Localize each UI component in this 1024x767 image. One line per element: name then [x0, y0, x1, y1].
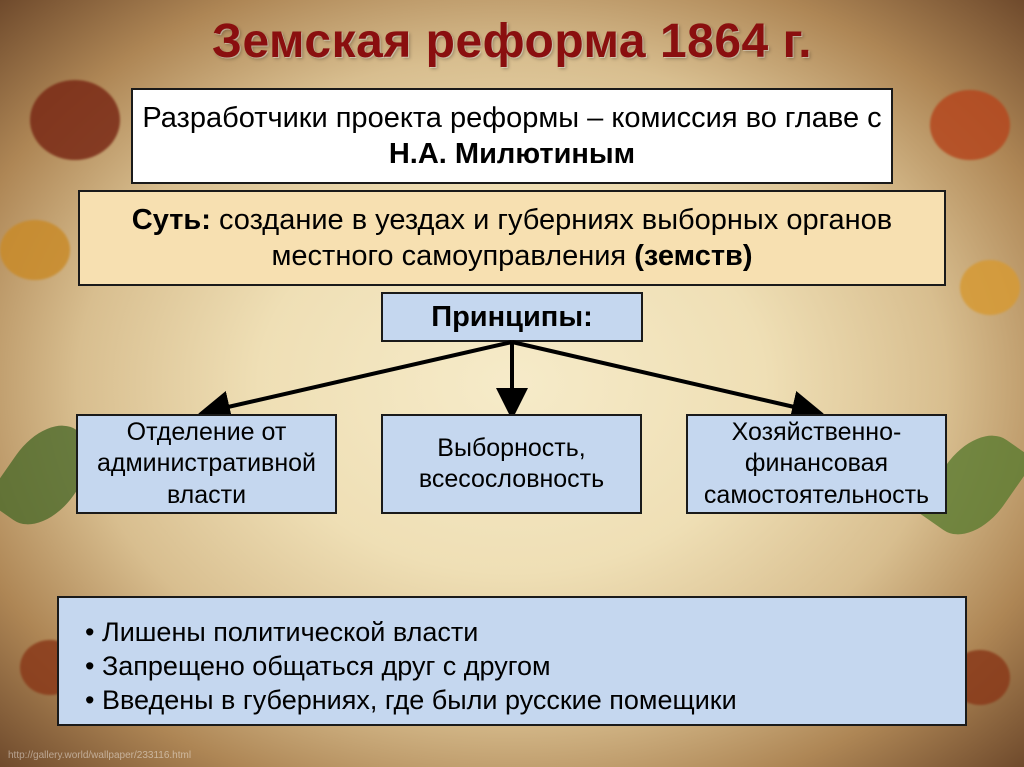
watermark: http://gallery.world/wallpaper/233116.ht…: [8, 750, 191, 761]
principles-label: Принципы:: [431, 299, 593, 335]
developers-box: Разработчики проекта реформы – комиссия …: [131, 88, 893, 184]
principle-box-2: Выборность, всесословность: [381, 414, 642, 514]
essence-text: создание в уездах и губерниях выборных о…: [211, 204, 892, 272]
developers-name: Н.А. Милютиным: [389, 138, 635, 170]
principle-text-2: Выборность, всесословность: [383, 433, 640, 496]
principles-label-box: Принципы:: [381, 292, 643, 342]
principle-box-3: Хозяйственно-финансовая самостоятельност…: [686, 414, 947, 514]
limitations-list: Лишены политической власти Запрещено общ…: [85, 616, 737, 717]
essence-bold-tail: (земств): [634, 240, 752, 272]
slide-title: Земская реформа 1864 г.: [0, 14, 1024, 69]
limitations-box: Лишены политической власти Запрещено общ…: [57, 596, 967, 726]
essence-box: Суть: создание в уездах и губерниях выбо…: [78, 190, 946, 286]
principle-text-3: Хозяйственно-финансовая самостоятельност…: [688, 417, 945, 511]
developers-text: Разработчики проекта реформы – комиссия …: [142, 102, 881, 134]
essence-label: Суть:: [132, 204, 211, 236]
limitation-item: Лишены политической власти: [85, 616, 737, 650]
limitation-item: Введены в губерниях, где были русские по…: [85, 684, 737, 718]
principle-text-1: Отделение от административной власти: [78, 417, 335, 511]
slide-content: Земская реформа 1864 г. Разработчики про…: [0, 0, 1024, 767]
limitation-item: Запрещено общаться друг с другом: [85, 650, 737, 684]
principle-box-1: Отделение от административной власти: [76, 414, 337, 514]
